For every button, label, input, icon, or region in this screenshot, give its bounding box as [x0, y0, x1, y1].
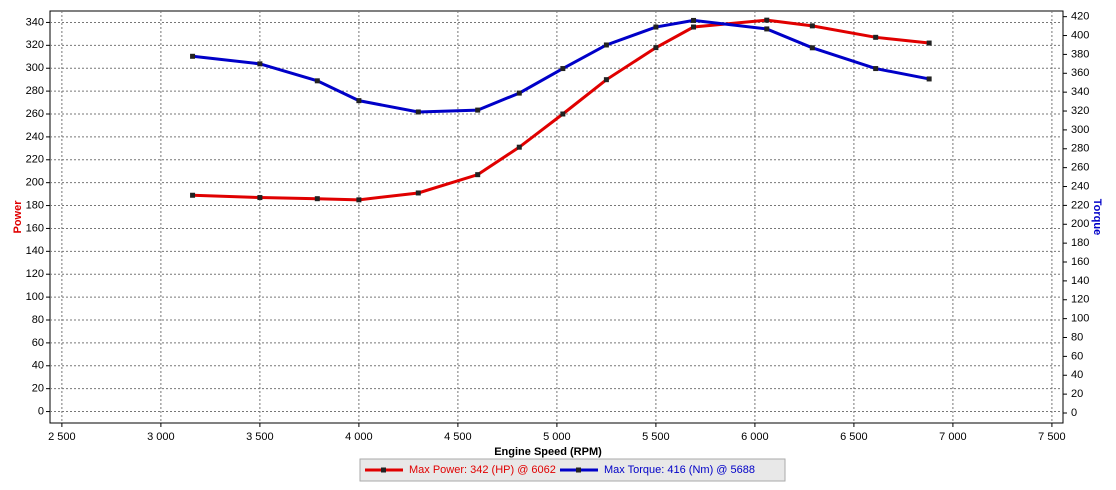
y-tick-label: 240 [26, 131, 44, 143]
y-tick-label: 0 [38, 405, 44, 417]
y2-tick-label: 380 [1071, 48, 1089, 60]
point-marker [356, 197, 362, 203]
x-tick-label: 2 500 [48, 431, 76, 443]
point-marker [257, 61, 263, 67]
y2-tick-label: 40 [1071, 369, 1083, 381]
y-tick-label: 200 [26, 177, 44, 189]
y-tick-label: 60 [32, 337, 44, 349]
y-tick-label: 160 [26, 222, 44, 234]
point-marker [190, 192, 196, 198]
y-tick-label: 20 [32, 383, 44, 395]
point-marker [415, 109, 421, 115]
x-tick-label: 6 500 [840, 431, 868, 443]
y-tick-label: 120 [26, 268, 44, 280]
point-marker [764, 17, 770, 23]
y2-tick-label: 180 [1071, 237, 1089, 249]
y-tick-label: 40 [32, 360, 44, 372]
y-tick-label: 340 [26, 16, 44, 28]
y2-tick-label: 340 [1071, 86, 1089, 98]
point-marker [190, 53, 196, 59]
legend-label: Max Power: 342 (HP) @ 6062 [409, 464, 556, 476]
point-marker [257, 195, 263, 201]
y-tick-label: 280 [26, 85, 44, 97]
x-tick-label: 3 500 [246, 431, 274, 443]
y-tick-label: 220 [26, 154, 44, 166]
point-marker [560, 66, 566, 72]
point-marker [603, 42, 609, 48]
point-marker [653, 24, 659, 30]
y-tick-label: 320 [26, 39, 44, 51]
y2-tick-label: 160 [1071, 256, 1089, 268]
point-marker [475, 172, 481, 178]
y-axis-label: Power [12, 200, 24, 234]
x-tick-label: 4 500 [444, 431, 472, 443]
y-tick-label: 300 [26, 62, 44, 74]
x-tick-label: 6 000 [741, 431, 769, 443]
point-marker [314, 78, 320, 84]
point-marker [516, 144, 522, 150]
y2-tick-label: 140 [1071, 275, 1089, 287]
point-marker [560, 111, 566, 117]
y-tick-label: 100 [26, 291, 44, 303]
x-tick-label: 5 500 [642, 431, 670, 443]
y2-tick-label: 240 [1071, 180, 1089, 192]
x-axis-label: Engine Speed (RPM) [494, 446, 602, 458]
point-marker [809, 23, 815, 29]
y-tick-label: 140 [26, 245, 44, 257]
y2-tick-label: 360 [1071, 67, 1089, 79]
point-marker [653, 45, 659, 51]
point-marker [926, 76, 932, 82]
y2-tick-label: 200 [1071, 218, 1089, 230]
y2-tick-label: 20 [1071, 388, 1083, 400]
x-tick-label: 4 000 [345, 431, 373, 443]
point-marker [926, 40, 932, 46]
point-marker [314, 196, 320, 202]
point-marker [873, 66, 879, 72]
legend-marker [576, 467, 581, 473]
y2-tick-label: 0 [1071, 407, 1077, 419]
y2-tick-label: 420 [1071, 11, 1089, 23]
y2-axis-label: Torque [1091, 199, 1103, 235]
y2-tick-label: 320 [1071, 105, 1089, 117]
point-marker [809, 45, 815, 51]
y2-tick-label: 80 [1071, 331, 1083, 343]
point-marker [691, 24, 697, 30]
legend-marker [381, 467, 386, 473]
point-marker [475, 107, 481, 113]
y2-tick-label: 220 [1071, 199, 1089, 211]
y2-tick-label: 260 [1071, 162, 1089, 174]
point-marker [691, 17, 697, 23]
y2-tick-label: 120 [1071, 294, 1089, 306]
point-marker [415, 190, 421, 196]
x-tick-label: 5 000 [543, 431, 571, 443]
legend-label: Max Torque: 416 (Nm) @ 5688 [604, 464, 755, 476]
y-tick-label: 80 [32, 314, 44, 326]
point-marker [603, 77, 609, 83]
point-marker [356, 98, 362, 104]
point-marker [764, 26, 770, 32]
x-tick-label: 7 000 [939, 431, 967, 443]
y-tick-label: 180 [26, 199, 44, 211]
y2-tick-label: 100 [1071, 313, 1089, 325]
y-tick-label: 260 [26, 108, 44, 120]
x-tick-label: 3 000 [147, 431, 175, 443]
y2-tick-label: 400 [1071, 29, 1089, 41]
point-marker [516, 90, 522, 96]
point-marker [873, 34, 879, 40]
y2-tick-label: 280 [1071, 143, 1089, 155]
y2-tick-label: 300 [1071, 124, 1089, 136]
y2-tick-label: 60 [1071, 350, 1083, 362]
x-tick-label: 7 500 [1038, 431, 1066, 443]
